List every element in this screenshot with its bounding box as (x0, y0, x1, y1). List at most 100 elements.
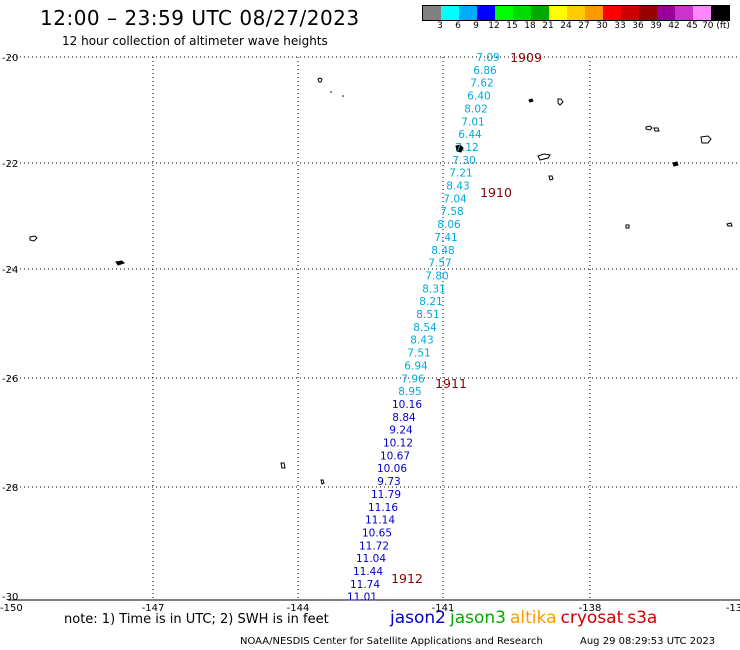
island-outline (528, 98, 534, 103)
wave-height-value: 10.16 (392, 399, 422, 411)
satellite-track: 7.096.867.626.408.027.016.447.127.307.21… (347, 52, 500, 604)
wave-height-value: 7.21 (449, 168, 472, 180)
mission-label: jason2 (390, 608, 446, 628)
wave-height-value: 11.01 (347, 592, 377, 604)
wave-height-value: 8.02 (464, 103, 487, 115)
wave-height-value: 10.65 (362, 527, 392, 539)
island-outline (625, 224, 630, 229)
wave-height-value: 8.84 (392, 412, 416, 424)
wave-height-value: 11.79 (371, 489, 401, 501)
wave-height-value: 8.48 (431, 245, 454, 257)
legend-swatch (639, 6, 657, 20)
island-outline (548, 175, 554, 181)
mission-label: jason3 (450, 608, 506, 628)
legend-label: 6 (455, 21, 461, 31)
wave-height-value: 10.12 (383, 438, 413, 450)
wave-height-value: 7.41 (434, 232, 457, 244)
wave-height-value: 7.57 (428, 258, 451, 270)
island-outline (280, 462, 286, 469)
legend-swatch (585, 6, 603, 20)
longitude-label: -144 (287, 603, 310, 614)
island-outline (330, 91, 332, 93)
wave-height-value: 9.24 (389, 425, 413, 437)
wave-height-value: 6.86 (473, 65, 497, 77)
longitude-label: -138 (579, 603, 602, 614)
legend-swatch (549, 6, 567, 20)
longitude-label: -150 (0, 603, 23, 614)
page-title: 12:00 – 23:59 UTC 08/27/2023 (40, 6, 360, 30)
map-grid (8, 56, 740, 601)
wave-height-value: 7.96 (401, 373, 425, 385)
legend-swatch (675, 6, 693, 20)
wave-height-value: 8.54 (413, 322, 437, 334)
latitude-label: -20 (2, 53, 18, 64)
legend-label: 18 (524, 21, 536, 31)
wave-height-value: 11.72 (359, 540, 389, 552)
legend-swatch (657, 6, 675, 20)
wave-height-value: 7.12 (455, 142, 478, 154)
page-subtitle: 12 hour collection of altimeter wave hei… (62, 34, 328, 48)
wave-height-value: 7.01 (461, 116, 484, 128)
legend-label: 12 (488, 21, 500, 31)
time-labels: 1909 1910 1911 1912 (391, 50, 542, 586)
legend-swatch (423, 6, 441, 20)
island-outline (342, 95, 344, 97)
wave-height-value: 6.44 (458, 129, 482, 141)
wave-height-value: 8.06 (437, 219, 461, 231)
island-outline (29, 235, 38, 242)
island-outline (115, 260, 125, 266)
footnote: note: 1) Time is in UTC; 2) SWH is in fe… (64, 612, 329, 627)
wave-height-value: 8.43 (446, 181, 469, 193)
wave-height-value: 8.43 (410, 335, 433, 347)
legend-swatch (441, 6, 459, 20)
generated-timestamp: Aug 29 08:29:53 UTC 2023 (580, 636, 716, 647)
legend-label: 3 (437, 21, 443, 31)
legend-swatch (459, 6, 477, 20)
legend-label: 36 (632, 21, 644, 31)
legend-swatch (495, 6, 513, 20)
latitude-label: -28 (2, 483, 18, 494)
pass-time-label: 1912 (391, 571, 423, 586)
latitude-label: -26 (2, 374, 18, 385)
latitude-label: -30 (2, 592, 18, 603)
mission-legend: jason2 jason3 altika cryosat s3a (390, 608, 661, 628)
legend-swatch (693, 6, 711, 20)
wave-height-value: 7.80 (425, 270, 448, 282)
mission-label: s3a (627, 608, 658, 628)
island-outline (557, 98, 564, 106)
island-outlines (29, 77, 733, 485)
island-outline (645, 125, 653, 131)
legend-swatch (621, 6, 639, 20)
island-outline (317, 77, 323, 83)
legend-label: 21 (542, 21, 554, 31)
color-scale-legend (422, 5, 730, 21)
legend-label: 27 (578, 21, 590, 31)
pass-time-label: 1910 (480, 185, 512, 200)
legend-swatch (567, 6, 585, 20)
island-outline (320, 479, 325, 485)
legend-swatch (513, 6, 531, 20)
wave-height-value: 7.30 (452, 155, 475, 167)
latitude-label: -22 (2, 159, 18, 170)
wave-height-value: 7.09 (476, 52, 499, 64)
island-outline (537, 153, 551, 161)
wave-height-value: 11.44 (353, 566, 383, 578)
axis-labels: -20 -22 -24 -26 -28 -30-150 -147 -144 -141 -138 -1… (0, 53, 740, 614)
legend-swatch (603, 6, 621, 20)
wave-height-value: 9.73 (377, 476, 400, 488)
island-outline (653, 127, 660, 132)
wave-height-value: 10.06 (377, 463, 407, 475)
pass-time-label: 1911 (435, 376, 467, 391)
mission-label: cryosat (560, 608, 624, 628)
longitude-label: -13 (726, 603, 740, 614)
wave-height-value: 11.74 (350, 579, 380, 591)
island-outline (455, 144, 464, 153)
wave-height-value: 8.21 (419, 296, 442, 308)
legend-swatch (531, 6, 549, 20)
wave-height-value: 8.31 (422, 283, 445, 295)
credit-footer: NOAA/NESDIS Center for Satellite Applica… (240, 636, 543, 647)
legend-label: 42 (668, 21, 680, 31)
pass-time-label: 1909 (510, 50, 542, 65)
